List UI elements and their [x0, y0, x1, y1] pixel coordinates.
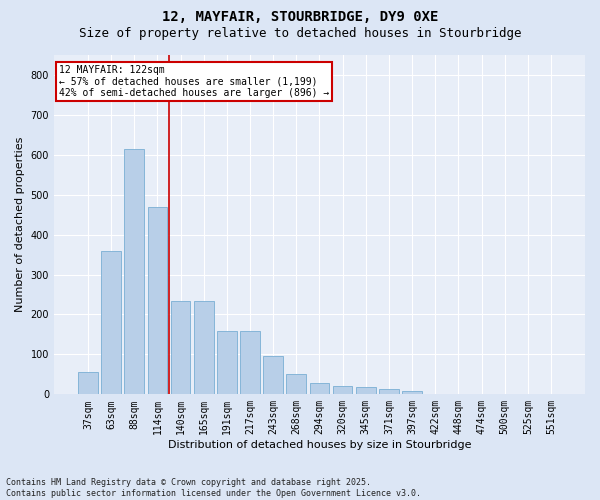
Bar: [333, 386, 352, 394]
Bar: [217, 332, 236, 394]
Bar: [148, 206, 167, 394]
Bar: [124, 149, 144, 394]
Bar: [263, 356, 283, 395]
Bar: [310, 383, 329, 394]
Bar: [240, 332, 260, 394]
X-axis label: Distribution of detached houses by size in Stourbridge: Distribution of detached houses by size …: [168, 440, 471, 450]
Bar: [286, 374, 306, 394]
Bar: [379, 389, 399, 394]
Bar: [194, 300, 214, 394]
Text: 12, MAYFAIR, STOURBRIDGE, DY9 0XE: 12, MAYFAIR, STOURBRIDGE, DY9 0XE: [162, 10, 438, 24]
Y-axis label: Number of detached properties: Number of detached properties: [15, 137, 25, 312]
Bar: [78, 372, 98, 394]
Text: Contains HM Land Registry data © Crown copyright and database right 2025.
Contai: Contains HM Land Registry data © Crown c…: [6, 478, 421, 498]
Bar: [170, 300, 190, 394]
Bar: [402, 390, 422, 394]
Bar: [101, 250, 121, 394]
Text: 12 MAYFAIR: 122sqm
← 57% of detached houses are smaller (1,199)
42% of semi-deta: 12 MAYFAIR: 122sqm ← 57% of detached hou…: [59, 65, 329, 98]
Text: Size of property relative to detached houses in Stourbridge: Size of property relative to detached ho…: [79, 28, 521, 40]
Bar: [356, 387, 376, 394]
